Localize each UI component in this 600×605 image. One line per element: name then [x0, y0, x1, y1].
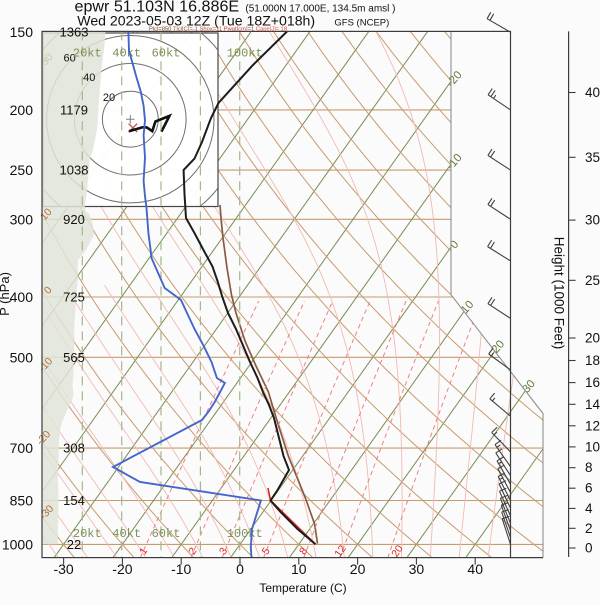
svg-text:Height (1000 Feet): Height (1000 Feet) [552, 237, 567, 350]
svg-text:5: 5 [260, 545, 273, 557]
svg-text:920: 920 [63, 212, 85, 227]
svg-text:2: 2 [186, 545, 199, 557]
svg-text:1363: 1363 [60, 25, 89, 40]
svg-text:500: 500 [10, 349, 34, 365]
svg-text:700: 700 [10, 440, 34, 456]
svg-text:-10: -10 [171, 561, 191, 577]
svg-text:1000: 1000 [2, 536, 33, 552]
svg-text:0: 0 [585, 541, 593, 556]
svg-text:850: 850 [10, 493, 34, 509]
svg-text:40: 40 [83, 72, 95, 84]
svg-text:100kt: 100kt [227, 527, 263, 541]
svg-text:200: 200 [10, 102, 34, 118]
svg-text:3: 3 [217, 545, 230, 557]
svg-text:20: 20 [103, 92, 115, 104]
svg-text:40kt: 40kt [112, 47, 141, 61]
svg-text:16: 16 [585, 375, 600, 390]
svg-text:250: 250 [10, 162, 34, 178]
svg-text:22: 22 [67, 537, 81, 552]
svg-text:60kt: 60kt [152, 527, 181, 541]
svg-text:8: 8 [297, 545, 310, 557]
svg-text:2: 2 [585, 521, 593, 536]
svg-text:GFS (NCEP): GFS (NCEP) [334, 18, 389, 29]
svg-text:300: 300 [10, 211, 34, 227]
svg-text:14: 14 [585, 397, 600, 412]
svg-text:4: 4 [585, 501, 593, 516]
svg-text:8: 8 [585, 460, 593, 475]
svg-text:epwr 51.103N 16.886E: epwr 51.103N 16.886E [75, 0, 240, 16]
svg-text:Plcl=850 Tlcl[C]=-1 Shox=11 Pw: Plcl=850 Tlcl[C]=-1 Shox=11 Pwat[cm]=1 C… [149, 27, 287, 33]
svg-text:40: 40 [467, 561, 483, 577]
svg-text:20kt: 20kt [73, 527, 102, 541]
svg-text:P (hPa): P (hPa) [0, 272, 12, 316]
svg-text:(51.000N 17.000E, 134.5m amsl: (51.000N 17.000E, 134.5m amsl ) [245, 4, 395, 15]
svg-text:Wed 2023-05-03 12Z (Tue 18Z+01: Wed 2023-05-03 12Z (Tue 18Z+018h) [77, 13, 315, 29]
svg-text:18: 18 [585, 353, 600, 368]
svg-text:6: 6 [585, 481, 593, 496]
svg-text:60kt: 60kt [152, 47, 181, 61]
svg-text:10: 10 [291, 561, 307, 577]
svg-text:40kt: 40kt [112, 527, 141, 541]
svg-text:565: 565 [63, 350, 85, 365]
svg-text:30: 30 [585, 213, 600, 228]
svg-text:25: 25 [585, 273, 600, 288]
svg-text:100kt: 100kt [227, 47, 263, 61]
svg-text:30: 30 [409, 561, 425, 577]
svg-text:1179: 1179 [60, 102, 88, 117]
svg-text:-20: -20 [112, 561, 132, 577]
svg-text:60: 60 [63, 53, 75, 65]
svg-text:1: 1 [137, 545, 150, 557]
svg-text:725: 725 [63, 290, 85, 305]
svg-text:Temperature (C): Temperature (C) [259, 581, 346, 595]
svg-text:40: 40 [585, 85, 600, 100]
svg-text:400: 400 [10, 289, 34, 305]
svg-text:12: 12 [585, 418, 600, 433]
svg-text:20: 20 [350, 561, 366, 577]
svg-text:20kt: 20kt [73, 47, 102, 61]
svg-text:308: 308 [63, 441, 85, 456]
svg-text:1038: 1038 [60, 163, 89, 178]
svg-text:20: 20 [585, 331, 600, 346]
svg-text:10: 10 [585, 439, 600, 454]
svg-text:0: 0 [236, 561, 244, 577]
svg-text:150: 150 [10, 24, 34, 40]
svg-text:35: 35 [585, 150, 600, 165]
svg-text:-30: -30 [53, 561, 73, 577]
svg-text:154: 154 [63, 493, 85, 508]
